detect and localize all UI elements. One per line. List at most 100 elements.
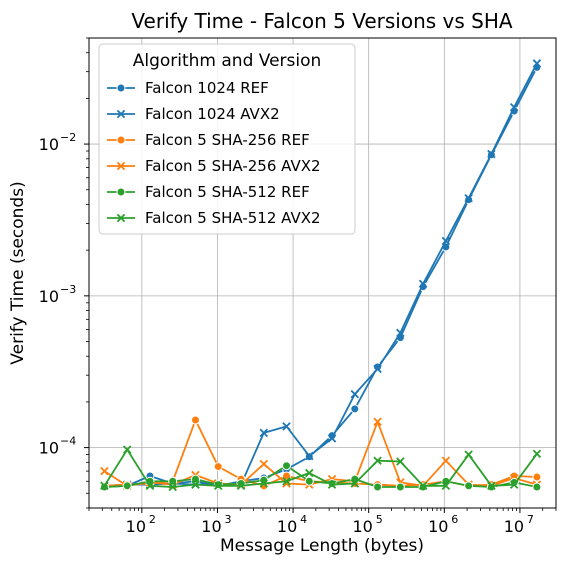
data-point [190,474,200,484]
series-line [104,419,537,487]
data-point [259,459,269,469]
data-point [532,482,542,492]
legend-label: Falcon 5 SHA-256 REF [145,131,310,149]
data-point [327,434,337,443]
x-tick-label: 10 [428,517,448,536]
legend-label: Falcon 5 SHA-512 AVX2 [145,209,321,227]
data-point [418,279,428,289]
x-tick-label: 10 [353,517,373,536]
data-point [282,471,292,481]
legend-entry: Falcon 1024 AVX2 [107,105,280,123]
x-tick-label: 10 [504,517,524,536]
legend-label: Falcon 1024 AVX2 [145,105,280,123]
data-point [509,480,519,489]
data-point [395,482,405,492]
data-point [396,457,405,466]
legend-label: Falcon 1024 REF [145,79,269,97]
data-point [100,466,109,476]
data-point [464,193,473,203]
data-point [213,462,223,472]
data-point [532,449,542,459]
data-point [259,428,269,438]
series-layer [99,59,542,492]
data-point [122,481,132,491]
x-axis-label: Message Length (bytes) [220,536,424,556]
data-point [190,415,200,425]
data-point [282,422,291,431]
y-tick-label: 10 [39,439,59,458]
legend-swatch-marker [116,161,126,171]
data-point [532,59,542,68]
legend-entry: Falcon 5 SHA-256 REF [107,131,310,149]
legend-entry: Falcon 5 SHA-512 AVX2 [107,209,321,227]
data-point [464,481,474,491]
data-point [259,479,269,488]
legend-swatch-marker [116,135,126,145]
legend-swatch-marker [116,187,126,197]
x-tick-exponent: 7 [527,513,534,526]
data-point [418,481,428,491]
series-falcon-5-sha-512-avx2 [100,445,542,492]
data-point [305,468,314,478]
x-tick-exponent: 2 [149,513,156,526]
legend-label: Falcon 5 SHA-256 AVX2 [145,157,321,175]
series-line [103,448,538,488]
legend-swatch-marker [116,109,126,119]
data-point [396,328,405,338]
series-line [103,420,538,487]
data-point [373,482,383,492]
y-tick-exponent: −3 [60,283,76,296]
data-point [168,482,177,492]
data-point [532,472,542,482]
data-point [100,481,109,491]
data-point [350,389,360,399]
x-tick-exponent: 3 [224,513,231,526]
legend-entry: Falcon 1024 REF [107,79,269,97]
data-point [214,481,223,491]
legend-entry: Falcon 5 SHA-256 AVX2 [107,157,321,175]
legend-title: Algorithm and Version [133,51,322,71]
x-tick-exponent: 6 [451,513,458,526]
data-point [373,417,382,427]
data-point [304,476,314,486]
data-point [168,476,178,486]
data-point [327,480,337,489]
data-point [487,481,496,491]
data-point [282,461,292,471]
legend-label: Falcon 5 SHA-512 REF [145,183,310,201]
data-point [373,364,382,374]
y-tick-exponent: −2 [60,131,76,144]
data-point [305,451,314,461]
data-point [441,481,451,491]
data-point [441,236,451,246]
data-point [509,102,519,112]
ticks: 10 2 10 3 10 4 10 5 10 6 10 710 −410 −310 −2 [39,37,557,536]
data-point [464,450,473,459]
data-point [282,477,291,486]
legend-entry: Falcon 5 SHA-512 REF [107,183,310,201]
x-tick-exponent: 4 [300,513,307,526]
data-point [350,404,360,414]
y-axis-label: Verify Time (seconds) [8,181,28,364]
legend-items: Falcon 1024 REF Falcon 1024 AVX2 Falcon 5 … [107,79,321,227]
x-tick-label: 10 [201,517,221,536]
x-tick-exponent: 5 [376,513,383,526]
y-tick-exponent: −4 [60,435,76,448]
legend-swatch-marker [116,83,126,93]
y-tick-label: 10 [39,287,59,306]
x-tick-label: 10 [277,517,297,536]
y-tick-label: 10 [39,135,59,154]
data-point [441,456,451,465]
data-point [373,456,382,465]
legend: Algorithm and Version Falcon 1024 REFFal… [98,43,356,235]
legend-box [98,43,356,235]
data-point [236,481,246,491]
data-point [191,480,200,489]
x-tick-label: 10 [126,517,146,536]
legend-swatch-marker [116,213,126,223]
data-point [487,149,496,159]
chart-title: Verify Time - Falcon 5 Versions vs SHA [131,9,512,33]
data-point [145,481,155,491]
data-point [350,479,360,488]
